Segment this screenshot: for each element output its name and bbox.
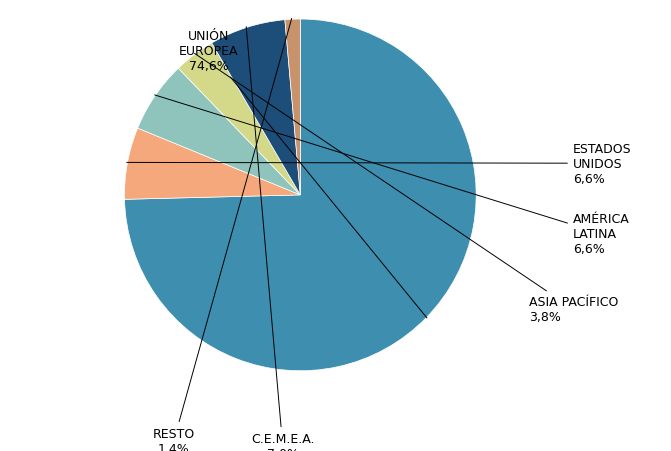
Text: ESTADOS
UNIDOS
6,6%: ESTADOS UNIDOS 6,6% (127, 143, 631, 185)
Text: AMÉRICA
LATINA
6,6%: AMÉRICA LATINA 6,6% (154, 96, 629, 256)
Text: RESTO
1,4%: RESTO 1,4% (152, 19, 292, 451)
Wedge shape (138, 69, 301, 195)
Wedge shape (212, 21, 301, 195)
Wedge shape (285, 20, 301, 195)
Wedge shape (125, 20, 476, 371)
Wedge shape (125, 129, 301, 200)
Text: UNIÓN
EUROPEA
74,6%: UNIÓN EUROPEA 74,6% (179, 30, 427, 318)
Wedge shape (178, 44, 301, 195)
Text: ASIA PACÍFICO
3,8%: ASIA PACÍFICO 3,8% (195, 54, 618, 323)
Text: C.E.M.E.A.
7,0%: C.E.M.E.A. 7,0% (246, 28, 315, 451)
